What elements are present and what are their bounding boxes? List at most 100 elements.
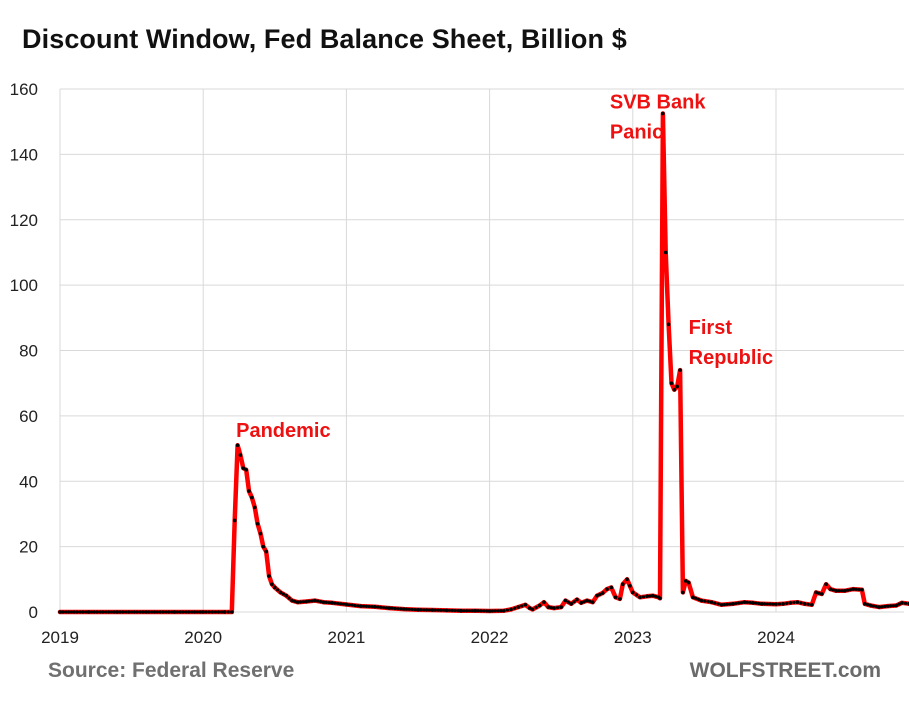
data-point-interp: [390, 606, 394, 610]
data-point: [552, 606, 556, 610]
data-point-interp: [745, 600, 749, 605]
data-point-interp: [184, 610, 188, 614]
data-point-interp: [293, 599, 297, 603]
data-point-interp: [505, 608, 510, 612]
data-point: [709, 600, 714, 604]
data-point-interp: [556, 605, 560, 610]
data-point: [559, 605, 563, 609]
data-point: [585, 598, 589, 603]
data-point: [222, 610, 227, 614]
data-point-interp: [848, 588, 853, 592]
data-point: [600, 591, 605, 595]
data-point-interp: [210, 610, 215, 614]
data-point: [824, 582, 828, 587]
data-point-interp: [549, 605, 553, 610]
data-point-interp: [891, 604, 896, 608]
data-point-interp: [765, 602, 770, 606]
data-point: [885, 604, 890, 608]
data-point-interp: [178, 610, 182, 614]
data-point-interp: [69, 610, 74, 614]
data-point: [759, 602, 764, 606]
data-point-interp: [130, 610, 134, 614]
data-point: [868, 603, 873, 608]
x-tick-label: 2021: [327, 628, 365, 647]
data-point: [810, 603, 814, 607]
data-point: [267, 574, 271, 578]
data-point-interp: [520, 604, 524, 608]
data-point-interp: [427, 608, 432, 612]
data-point: [579, 601, 584, 605]
data-point: [295, 600, 300, 604]
data-point-interp: [897, 602, 901, 606]
annotation-label: Republic: [689, 347, 773, 369]
data-point-interp: [72, 610, 76, 614]
data-point: [172, 610, 177, 614]
data-point-interp: [534, 605, 538, 610]
data-point-interp: [324, 600, 328, 605]
annotations: Pandemic SVB Bank Panic First Republic: [236, 92, 773, 443]
data-point-interp: [104, 610, 108, 614]
data-point: [530, 607, 535, 612]
data-point: [645, 594, 649, 599]
data-point: [683, 579, 688, 583]
data-point: [86, 610, 91, 614]
data-point-interp: [768, 602, 772, 606]
data-point-interp: [722, 602, 727, 607]
data-point-interp: [384, 606, 389, 610]
data-point-interp: [379, 605, 383, 609]
data-point-interp: [333, 601, 337, 605]
data-point: [313, 598, 317, 603]
data-point-interp: [281, 592, 285, 596]
data-point: [828, 587, 833, 591]
data-point-interp: [164, 610, 168, 614]
data-point: [658, 596, 662, 601]
data-point: [473, 608, 478, 613]
series-layer: [57, 111, 909, 615]
data-point-interp: [413, 607, 417, 612]
data-point-interp: [734, 601, 738, 606]
data-point: [387, 606, 392, 610]
data-point: [595, 593, 599, 598]
data-point: [661, 111, 665, 116]
data-point: [877, 605, 881, 609]
y-tick-label: 20: [19, 538, 38, 557]
data-point-interp: [190, 610, 194, 614]
data-point-interp: [147, 610, 151, 614]
data-point-interp: [777, 602, 782, 606]
data-point: [631, 590, 635, 595]
data-point-interp: [127, 610, 131, 614]
annotation-label: Panic: [610, 122, 663, 144]
data-point: [230, 610, 234, 614]
data-point-interp: [336, 601, 340, 606]
data-point-interp: [846, 588, 850, 592]
data-point: [563, 598, 568, 603]
data-point: [569, 602, 574, 606]
data-point: [201, 610, 205, 614]
data-point: [321, 600, 326, 604]
data-point-interp: [857, 587, 861, 592]
data-point: [894, 603, 899, 608]
data-point-interp: [404, 607, 409, 611]
data-point-interp: [880, 605, 884, 609]
data-point-interp: [496, 609, 500, 613]
data-point-interp: [871, 604, 875, 608]
data-point: [691, 595, 695, 600]
data-point-interp: [81, 610, 85, 614]
data-point-interp: [316, 599, 320, 603]
data-point-interp: [485, 609, 489, 613]
data-point-interp: [479, 609, 483, 613]
data-point-interp: [866, 603, 870, 607]
data-point-interp: [490, 609, 495, 613]
data-point-interp: [817, 591, 821, 595]
x-tick-label: 2023: [614, 628, 652, 647]
data-point-interp: [78, 610, 82, 614]
data-point: [58, 610, 62, 614]
data-point-interp: [439, 608, 443, 612]
data-point-interp: [422, 608, 426, 612]
data-point-interp: [376, 605, 380, 609]
data-point-interp: [410, 607, 414, 612]
data-point-interp: [442, 608, 446, 612]
data-point: [605, 587, 609, 591]
data-point: [241, 466, 246, 470]
